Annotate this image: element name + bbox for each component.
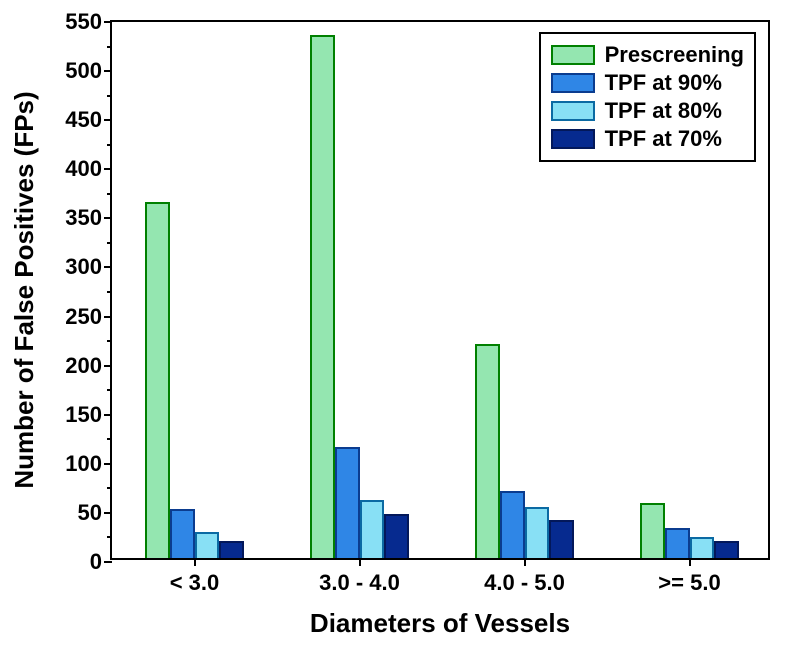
x-tick-label: >= 5.0 [658,558,720,596]
y-tick-label: 300 [65,254,112,280]
legend-label: TPF at 70% [605,126,722,152]
y-tick-label: 500 [65,58,112,84]
y-tick-minor [107,389,112,391]
bar [335,447,360,558]
bar [549,520,574,558]
y-tick-label: 150 [65,402,112,428]
y-tick-minor [107,438,112,440]
y-tick-label: 550 [65,9,112,35]
y-tick-label: 100 [65,451,112,477]
y-tick-minor [107,144,112,146]
y-tick-minor [107,487,112,489]
y-tick-minor [107,95,112,97]
y-tick-label: 400 [65,156,112,182]
y-tick-label: 350 [65,205,112,231]
legend: PrescreeningTPF at 90%TPF at 80%TPF at 7… [539,32,756,162]
legend-item: TPF at 90% [551,70,744,96]
x-axis-title: Diameters of Vessels [310,608,570,639]
x-tick-label: 4.0 - 5.0 [484,558,565,596]
bar [690,537,715,558]
bar [170,509,195,558]
legend-item: TPF at 70% [551,126,744,152]
bar [500,491,525,558]
legend-swatch [551,45,595,65]
legend-label: Prescreening [605,42,744,68]
legend-item: TPF at 80% [551,98,744,124]
x-tick-label: 3.0 - 4.0 [319,558,400,596]
y-tick-minor [107,46,112,48]
legend-swatch [551,73,595,93]
bar [219,541,244,558]
bar [384,514,409,558]
y-tick-label: 50 [78,500,112,526]
plot-area: 050100150200250300350400450500550< 3.03.… [110,20,770,560]
y-tick-minor [107,193,112,195]
y-tick-minor [107,536,112,538]
bar [714,541,739,558]
legend-item: Prescreening [551,42,744,68]
legend-swatch [551,101,595,121]
y-tick-label: 250 [65,304,112,330]
legend-swatch [551,129,595,149]
y-tick-label: 450 [65,107,112,133]
y-tick-minor [107,242,112,244]
x-tick-label: < 3.0 [170,558,220,596]
y-tick-label: 0 [90,549,112,575]
bar [665,528,690,558]
bar [640,503,665,558]
legend-label: TPF at 90% [605,70,722,96]
bar [195,532,220,558]
bar [360,500,385,558]
chart-container: 0 50 100 150 200 250 300 350 400 450 500 550 < 3.0 3.… [0,0,805,648]
y-tick-minor [107,291,112,293]
bar [310,35,335,558]
legend-label: TPF at 80% [605,98,722,124]
bar [475,344,500,558]
y-tick-label: 200 [65,353,112,379]
y-tick-minor [107,340,112,342]
y-axis-title: Number of False Positives (FPs) [9,91,40,488]
bar [145,202,170,558]
bar [525,507,550,558]
